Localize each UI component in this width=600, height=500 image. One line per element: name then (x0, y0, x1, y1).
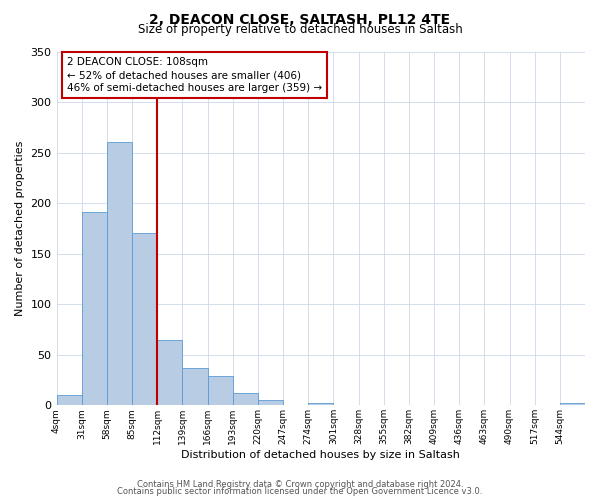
Bar (157, 340, 182, 406)
Bar (208, 376, 233, 406)
Text: 2 DEACON CLOSE: 108sqm
← 52% of detached houses are smaller (406)
46% of semi-de: 2 DEACON CLOSE: 108sqm ← 52% of detached… (67, 57, 322, 93)
Bar (258, 400, 283, 406)
Bar (82, 212, 107, 406)
Bar (560, 404, 585, 406)
X-axis label: Distribution of detached houses by size in Saltash: Distribution of detached houses by size … (181, 450, 460, 460)
Bar (182, 368, 208, 406)
Bar (308, 404, 334, 406)
Bar (56, 395, 82, 406)
Y-axis label: Number of detached properties: Number of detached properties (15, 140, 25, 316)
Text: 2, DEACON CLOSE, SALTASH, PL12 4TE: 2, DEACON CLOSE, SALTASH, PL12 4TE (149, 12, 451, 26)
Text: Contains public sector information licensed under the Open Government Licence v3: Contains public sector information licen… (118, 487, 482, 496)
Text: Contains HM Land Registry data © Crown copyright and database right 2024.: Contains HM Land Registry data © Crown c… (137, 480, 463, 489)
Text: Size of property relative to detached houses in Saltash: Size of property relative to detached ho… (137, 22, 463, 36)
Bar (233, 393, 258, 406)
Bar (107, 142, 132, 406)
Bar (132, 234, 157, 406)
